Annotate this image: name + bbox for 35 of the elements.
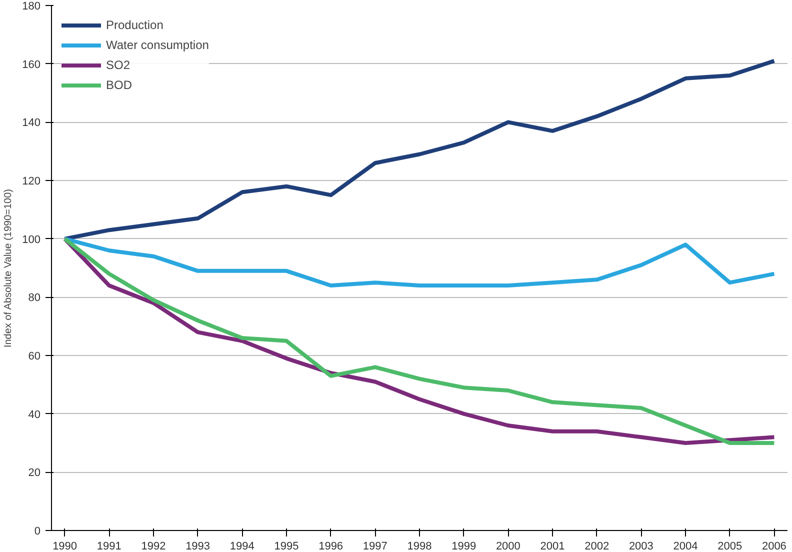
y-tick-label: 120	[22, 176, 41, 188]
line-series	[62, 58, 776, 241]
x-tick-label: 1999	[452, 540, 476, 552]
x-tick-label: 2005	[718, 540, 742, 552]
y-tick-label: 60	[28, 350, 41, 362]
legend-label: Water consumption	[106, 38, 209, 52]
x-tick-label: 1992	[141, 540, 166, 552]
x-tick-label: 2002	[584, 540, 610, 552]
y-tick-label: 140	[22, 117, 41, 130]
x-tick-label: 2006	[762, 540, 786, 552]
x-tick-label: 1997	[362, 540, 388, 552]
line-series	[62, 236, 776, 445]
x-tick-label: 1996	[318, 540, 344, 552]
x-tick-label: 1991	[96, 540, 122, 552]
x-tick-label: 2003	[628, 540, 654, 552]
x-tick-label: 1993	[186, 540, 210, 552]
x-tick-label: 1990	[52, 540, 78, 552]
x-tick-label: 1995	[274, 540, 299, 552]
y-axis-title: Index of Absolute Value (1990=100)	[3, 189, 14, 348]
y-tick-label: 160	[22, 58, 41, 71]
y-tick-label: 0	[34, 526, 41, 538]
legend-label: BOD	[106, 78, 132, 92]
y-tick-label: 20	[28, 467, 41, 480]
line-series	[62, 236, 776, 288]
x-tick-label: 1998	[407, 540, 432, 552]
y-tick-label: 80	[28, 292, 41, 304]
legend-label: Production	[106, 18, 164, 32]
x-tick-label: 2004	[673, 540, 698, 552]
legend-label: SO2	[106, 58, 130, 72]
y-tick-label: 100	[22, 234, 41, 246]
x-tick-label: 2000	[496, 540, 520, 552]
x-tick-label: 2001	[540, 540, 565, 552]
y-tick-label: 180	[22, 0, 41, 12]
x-tick-label: 1994	[230, 540, 254, 552]
y-tick-label: 40	[28, 408, 41, 421]
